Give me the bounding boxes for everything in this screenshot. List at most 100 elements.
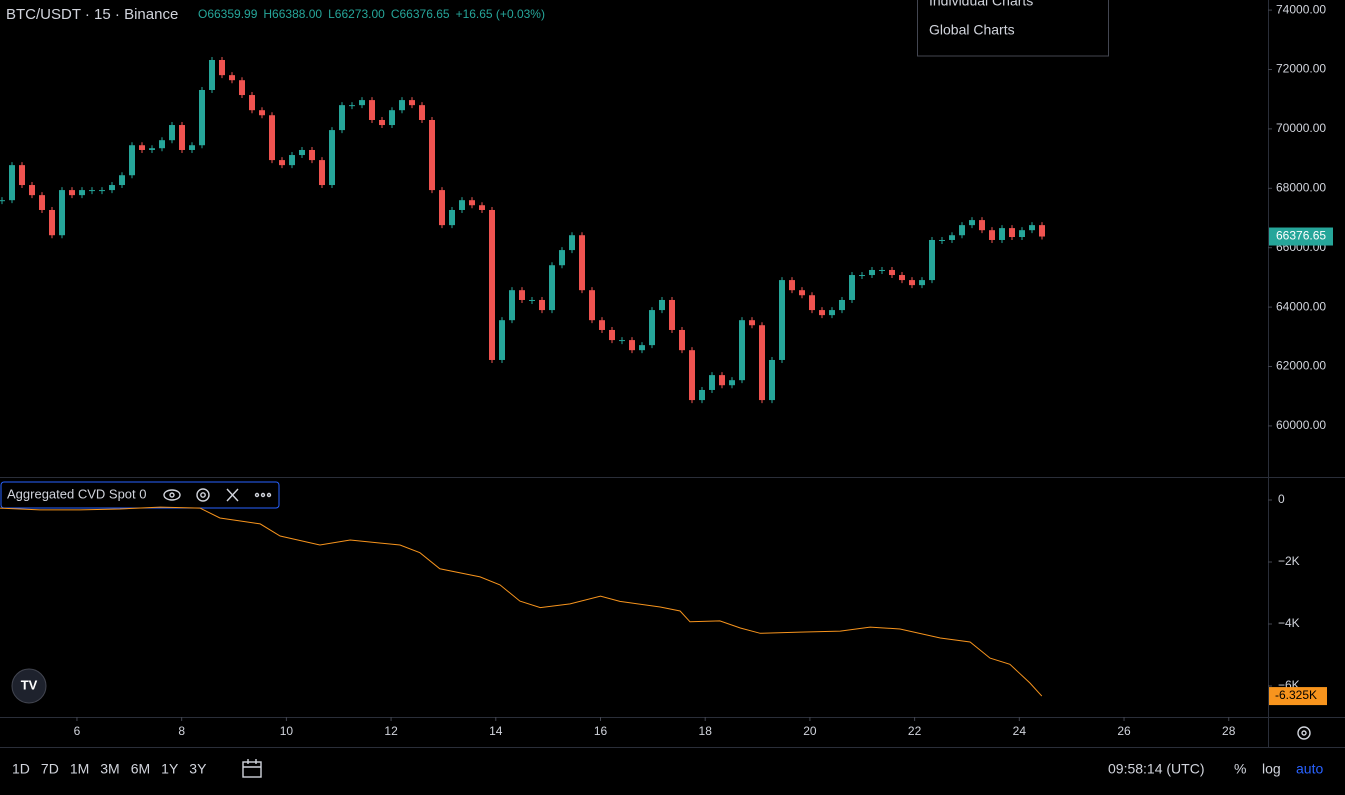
menu-item[interactable]: Global Charts <box>929 22 1015 38</box>
candle <box>169 125 175 141</box>
candle <box>989 230 995 240</box>
candle <box>499 320 505 360</box>
x-tick-label: 18 <box>699 724 713 738</box>
ohlc-legend: L66273.00 <box>328 7 385 21</box>
y-tick-label: 64000.00 <box>1276 299 1326 313</box>
candle <box>439 190 445 226</box>
candle <box>29 185 35 196</box>
candle <box>549 265 555 311</box>
candle <box>339 105 345 131</box>
x-tick-label: 28 <box>1222 724 1236 738</box>
x-tick-label: 24 <box>1013 724 1027 738</box>
candle <box>919 280 925 286</box>
candle <box>189 145 195 150</box>
candle <box>119 175 125 186</box>
candle <box>589 290 595 321</box>
candle <box>899 275 905 281</box>
candle <box>479 205 485 210</box>
candle <box>979 220 985 231</box>
candle <box>729 380 735 386</box>
x-tick-label: 6 <box>74 724 81 738</box>
scale-button[interactable]: log <box>1262 761 1281 777</box>
candle <box>1029 225 1035 231</box>
range-button[interactable]: 1Y <box>161 761 179 777</box>
candle <box>249 95 255 111</box>
candle <box>529 299 535 301</box>
candle <box>459 200 465 210</box>
symbol-title: BTC/USDT · 15 · Binance <box>6 6 178 23</box>
range-button[interactable]: 1M <box>70 761 89 777</box>
candle <box>389 110 395 126</box>
y-tick-label: 60000.00 <box>1276 418 1326 432</box>
candle <box>149 148 155 150</box>
candle <box>619 340 625 342</box>
range-button[interactable]: 3Y <box>189 761 207 777</box>
y-tick-label: 72000.00 <box>1276 62 1326 76</box>
candle <box>909 280 915 286</box>
candle <box>569 235 575 251</box>
candle <box>949 235 955 240</box>
candle <box>719 375 725 386</box>
candle <box>879 269 885 271</box>
candle <box>659 299 665 311</box>
candle <box>939 239 945 241</box>
candle <box>669 299 675 330</box>
scale-button[interactable]: % <box>1234 761 1246 777</box>
candle <box>179 125 185 150</box>
candle <box>799 290 805 296</box>
candle <box>0 200 5 202</box>
candle <box>69 190 75 196</box>
ohlc-legend: +16.65 (+0.03%) <box>456 7 545 21</box>
candle <box>849 275 855 300</box>
candle <box>1009 228 1015 238</box>
candle <box>299 149 305 156</box>
y-tick-label: 70000.00 <box>1276 121 1326 135</box>
candle <box>399 100 405 111</box>
candle <box>139 145 145 150</box>
candle <box>639 345 645 351</box>
last-value-tag <box>1269 687 1327 706</box>
candle <box>709 375 715 390</box>
menu-box <box>917 0 1109 57</box>
goto-icon[interactable] <box>242 759 262 778</box>
last-price-label: 66376.65 <box>1276 229 1326 243</box>
range-button[interactable]: 6M <box>131 761 150 777</box>
candle <box>739 320 745 381</box>
menu-item[interactable]: Individual Charts <box>929 0 1033 9</box>
range-button[interactable]: 3M <box>100 761 119 777</box>
range-button[interactable]: 1D <box>12 761 30 777</box>
candle <box>419 105 425 120</box>
candle <box>229 75 235 81</box>
x-tick-label: 22 <box>908 724 922 738</box>
candle <box>259 110 265 116</box>
scale-button[interactable]: auto <box>1296 761 1323 777</box>
candle <box>599 320 605 330</box>
candle <box>49 209 55 236</box>
settings-icon[interactable] <box>1297 726 1311 740</box>
cvd-line <box>0 506 1043 697</box>
range-button[interactable]: 7D <box>41 761 59 777</box>
ohlc-legend: H66388.00 <box>263 7 322 21</box>
indicator-icons[interactable] <box>163 488 272 502</box>
x-tick-label: 14 <box>489 724 503 738</box>
candle <box>869 269 875 276</box>
candle <box>89 190 95 192</box>
candle <box>769 359 775 401</box>
y-tick-label: −2K <box>1278 554 1300 568</box>
x-tick-label: 26 <box>1117 724 1131 738</box>
candle <box>759 325 765 401</box>
last-price-tag <box>1269 227 1333 246</box>
candle <box>289 155 295 166</box>
x-tick-label: 10 <box>280 724 294 738</box>
candle <box>609 329 615 341</box>
candle <box>129 145 135 176</box>
candle <box>329 130 335 186</box>
candle <box>509 290 515 321</box>
candle <box>79 190 85 196</box>
logo[interactable] <box>11 668 47 704</box>
candle <box>209 59 215 90</box>
y-tick-label: 0 <box>1278 492 1285 506</box>
candle <box>409 100 415 106</box>
